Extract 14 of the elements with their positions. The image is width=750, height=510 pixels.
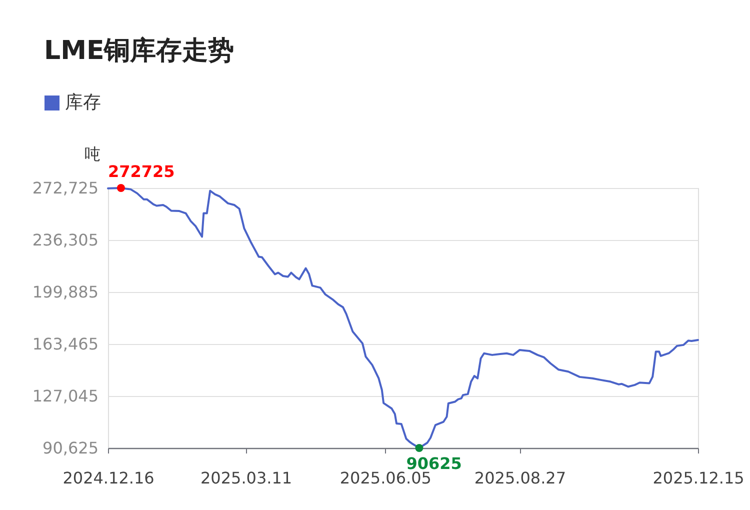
y-tick-label: 272,725	[32, 178, 98, 198]
x-tick-label: 2025.08.27	[474, 468, 566, 488]
y-tick-label: 236,305	[32, 230, 98, 250]
y-tick-label: 163,465	[32, 334, 98, 354]
x-tick-label: 2024.12.16	[62, 468, 154, 488]
y-tick-label: 90,625	[42, 438, 98, 458]
x-tick-label: 2025.12.15	[652, 468, 744, 488]
y-axis-title: 吨	[84, 144, 100, 164]
legend-label: 库存	[65, 92, 101, 113]
annotation: 272725	[108, 162, 175, 181]
chart-title: LME铜库存走势	[44, 36, 234, 66]
x-tick-label: 2025.03.11	[200, 468, 292, 488]
y-tick-label: 199,885	[32, 282, 98, 302]
y-tick-label: 127,045	[32, 386, 98, 406]
